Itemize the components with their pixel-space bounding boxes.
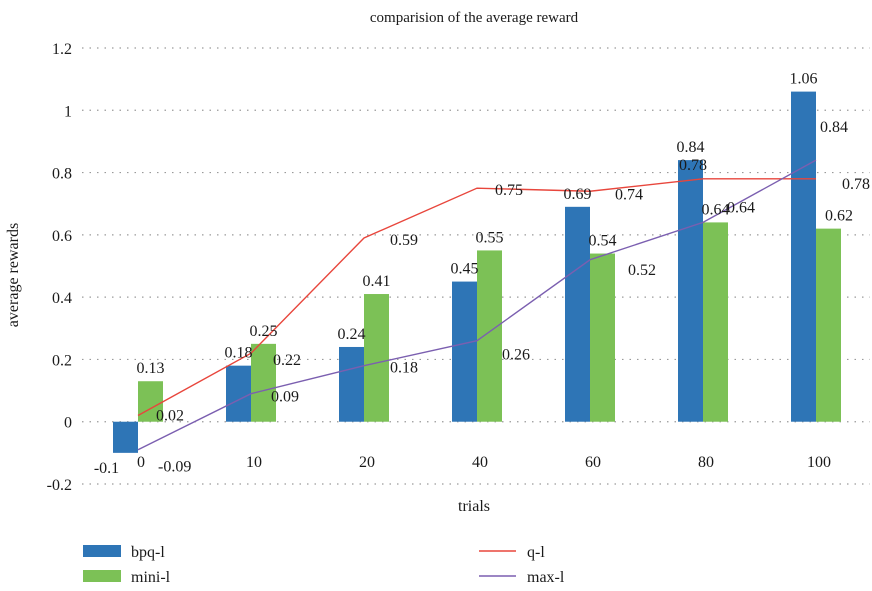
data-label-bpq-l: 0.45 [451, 261, 479, 278]
legend: bpq-l mini-l q-l max-l [83, 544, 565, 586]
y-tick-label: 0.6 [52, 228, 72, 245]
legend-label-max-l: max-l [527, 569, 565, 586]
x-axis-ticks: 0 10 20 40 60 80 100 [137, 454, 831, 471]
x-tick-label: 0 [137, 454, 145, 471]
data-label-mini-l: 0.13 [137, 360, 165, 377]
legend-label-q-l: q-l [527, 544, 545, 561]
data-label-q-l: 0.02 [156, 407, 184, 424]
data-label-max-l: 0.26 [502, 347, 530, 364]
data-label-bpq-l: 0.69 [564, 186, 592, 203]
y-tick-label: 0.2 [52, 352, 72, 369]
data-label-max-l: -0.09 [158, 459, 191, 476]
data-label-bpq-l: 0.18 [225, 345, 253, 362]
data-label-q-l: 0.78 [842, 176, 870, 193]
line-max-l [137, 159, 817, 451]
data-label-max-l: 0.18 [390, 360, 418, 377]
data-label-bpq-l: 1.06 [790, 71, 818, 88]
y-tick-label: 1.2 [52, 41, 72, 58]
data-label-max-l: 0.52 [628, 262, 656, 279]
line-q-l [137, 178, 816, 417]
data-label-max-l: 0.09 [271, 389, 299, 406]
data-label-mini-l: 0.64 [702, 201, 730, 218]
bar-bpq-l [452, 281, 477, 422]
bar-mini-l [477, 250, 502, 422]
data-label-q-l: 0.78 [679, 157, 707, 174]
y-tick-label: 0 [64, 415, 72, 432]
data-label-mini-l: 0.55 [476, 229, 504, 246]
bars [113, 91, 841, 453]
x-tick-label: 40 [472, 454, 488, 471]
y-tick-label: 0.8 [52, 166, 72, 183]
data-label-q-l: 0.74 [615, 186, 643, 203]
data-label-bpq-l: 0.24 [338, 326, 366, 343]
legend-swatch-bpq-l [83, 545, 121, 557]
bar-mini-l [138, 381, 163, 422]
bar-mini-l [364, 294, 389, 422]
x-tick-label: 100 [807, 454, 831, 471]
y-tick-label: 0.4 [52, 290, 72, 307]
lines [137, 159, 817, 451]
bar-mini-l [703, 222, 728, 422]
data-label-max-l: 0.64 [727, 199, 755, 216]
data-label-mini-l: 0.41 [363, 273, 391, 290]
x-axis-label: trials [458, 498, 490, 515]
data-label-max-l: 0.84 [820, 119, 848, 136]
x-tick-label: 10 [246, 454, 262, 471]
bar-bpq-l [565, 206, 590, 422]
bar-bpq-l [678, 160, 703, 422]
bar-bpq-l [226, 365, 251, 422]
chart-title: comparision of the average reward [370, 10, 579, 26]
data-label-mini-l: 0.54 [589, 233, 617, 250]
data-labels: -0.1 0.18 0.24 0.45 0.69 0.84 1.06 0.13 0.25 0.41… [94, 71, 870, 477]
x-tick-label: 80 [698, 454, 714, 471]
data-label-bpq-l: -0.1 [94, 460, 119, 477]
data-label-q-l: 0.22 [273, 352, 301, 369]
bar-bpq-l [113, 421, 138, 453]
bar-mini-l [816, 228, 841, 422]
data-label-mini-l: 0.62 [825, 208, 853, 225]
data-label-q-l: 0.75 [495, 182, 523, 199]
data-label-q-l: 0.59 [390, 232, 418, 249]
x-tick-label: 20 [359, 454, 375, 471]
x-tick-label: 60 [585, 454, 601, 471]
bar-mini-l [251, 343, 276, 422]
legend-swatch-mini-l [83, 570, 121, 582]
data-label-bpq-l: 0.84 [677, 139, 705, 156]
legend-label-bpq-l: bpq-l [131, 544, 165, 561]
bar-bpq-l [791, 91, 816, 422]
y-tick-label: -0.2 [47, 477, 72, 494]
data-label-mini-l: 0.25 [250, 323, 278, 340]
bar-bpq-l [339, 346, 364, 422]
y-axis-label: average rewards [5, 223, 22, 327]
legend-label-mini-l: mini-l [131, 569, 171, 586]
y-axis-ticks: -0.2 0 0.2 0.4 0.6 0.8 1 1.2 [47, 41, 72, 494]
bar-mini-l [590, 253, 615, 422]
y-tick-label: 1 [64, 103, 72, 120]
